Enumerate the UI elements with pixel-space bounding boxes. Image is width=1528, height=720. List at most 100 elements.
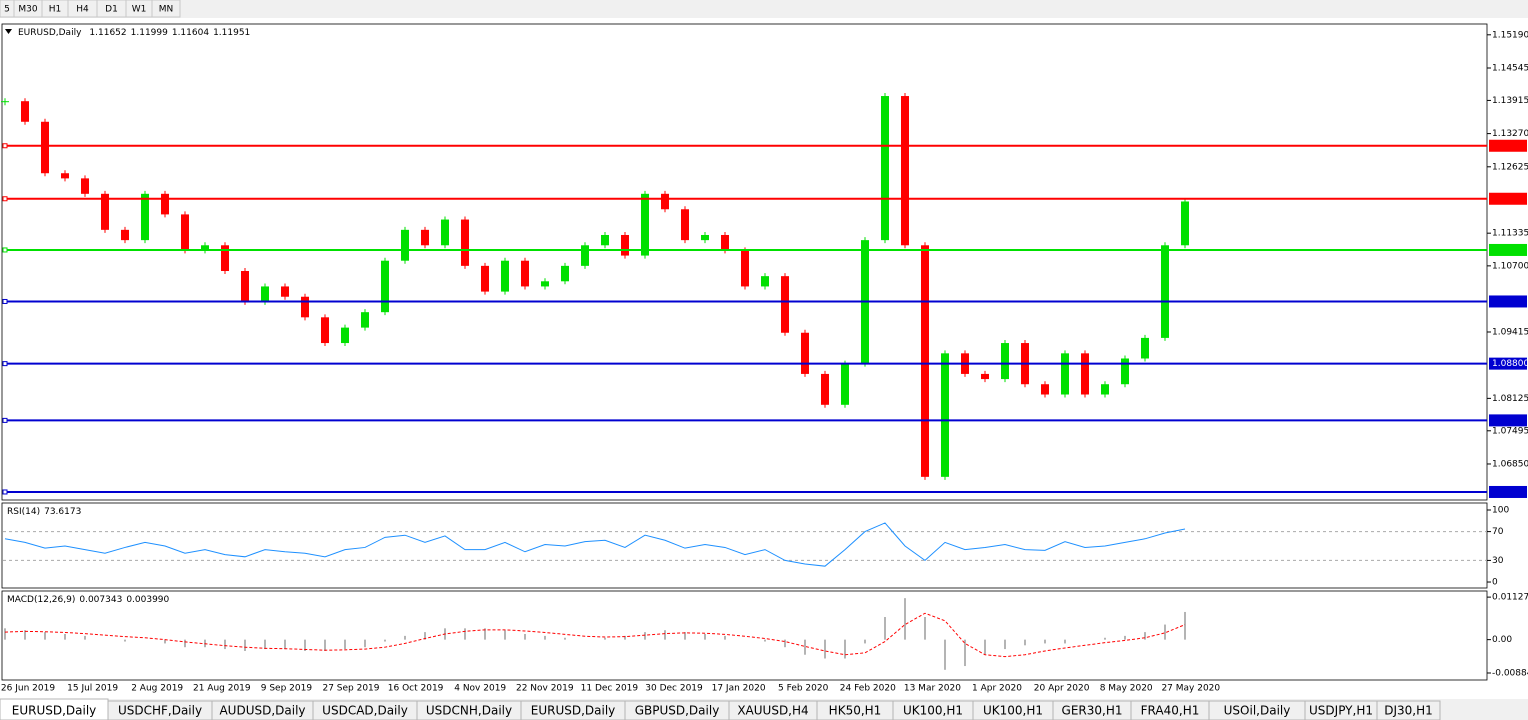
chart-tab[interactable]: UK100,H1 xyxy=(972,700,1054,720)
quote-value: 1.11999 xyxy=(131,28,168,38)
macd-bar xyxy=(844,639,846,659)
date-label: 2 Aug 2019 xyxy=(131,684,183,694)
timeframe-button[interactable]: M30 xyxy=(13,0,43,18)
tab-label: USDCHF,Daily xyxy=(118,704,202,718)
level-anchor xyxy=(2,196,8,202)
macd-bar xyxy=(384,639,386,642)
macd-bar xyxy=(884,617,886,640)
candle-body xyxy=(1141,337,1149,359)
chart-tab[interactable]: FRA40,H1 xyxy=(1130,700,1210,720)
rsi-line xyxy=(4,522,1186,567)
candle-body xyxy=(881,96,889,241)
level-anchor xyxy=(2,247,8,253)
y-tick-label: 0.00 xyxy=(1492,635,1512,645)
candle-body xyxy=(901,96,909,246)
macd-bar xyxy=(1044,639,1046,644)
indicator-title: MACD(12,26,9) xyxy=(7,595,75,605)
timeframe-button[interactable]: 5 xyxy=(0,0,15,18)
timeframe-button[interactable]: D1 xyxy=(96,0,127,18)
y-tick-label: 1.14545 xyxy=(1492,63,1528,73)
macd-bar xyxy=(824,639,826,659)
macd-bar xyxy=(1024,639,1026,646)
chart-tab[interactable]: USOil,Daily xyxy=(1208,700,1306,720)
macd-bar xyxy=(404,635,406,640)
candle-body xyxy=(761,276,769,287)
chart-tab[interactable]: EURUSD,Daily xyxy=(0,698,109,720)
level-anchor xyxy=(2,361,8,367)
y-tick-label: 0.011277 xyxy=(1492,593,1528,603)
candle-body xyxy=(461,219,469,266)
date-label: 22 Nov 2019 xyxy=(516,684,574,694)
chart-tab[interactable]: XAUUSD,H4 xyxy=(728,700,818,720)
date-label: 15 Jul 2019 xyxy=(67,684,118,694)
macd-bar xyxy=(1184,611,1186,640)
macd-bar xyxy=(1164,624,1166,640)
candle-body xyxy=(1001,343,1009,380)
candle-body xyxy=(241,271,249,302)
candle-body xyxy=(1161,245,1169,338)
timeframe-label: D1 xyxy=(105,5,118,15)
candle-body xyxy=(481,265,489,292)
timeframe-button[interactable]: W1 xyxy=(125,0,153,18)
date-label: 27 Sep 2019 xyxy=(322,684,379,694)
quote-value: 1.11604 xyxy=(172,28,209,38)
candle-body xyxy=(1081,353,1089,395)
chart-tab[interactable]: USDCHF,Daily xyxy=(107,700,213,720)
macd-bar xyxy=(324,639,326,651)
candle-body xyxy=(721,234,729,251)
panel-frame xyxy=(1,23,1488,501)
tab-label: UK100,H1 xyxy=(903,704,963,718)
chart-tab[interactable]: DJ30,H1 xyxy=(1376,700,1441,720)
chart-tab[interactable]: EURUSD,Daily xyxy=(520,700,626,720)
level-price-box xyxy=(1489,357,1527,370)
candle-body xyxy=(741,250,749,287)
macd-bar xyxy=(364,639,366,648)
level-price-box xyxy=(1489,485,1527,498)
timeframe-button[interactable]: MN xyxy=(151,0,181,18)
candle-body xyxy=(641,193,649,256)
quote-value: 1.11951 xyxy=(213,28,250,38)
macd-bar xyxy=(764,639,766,642)
chart-tab[interactable]: GER30,H1 xyxy=(1052,700,1132,720)
macd-bar xyxy=(44,632,46,640)
indicator-value: 0.007343 xyxy=(79,595,122,605)
date-label: 5 Feb 2020 xyxy=(778,684,829,694)
candle-body xyxy=(621,234,629,256)
indicator-value: 0.003990 xyxy=(126,595,169,605)
timeframe-button[interactable]: H1 xyxy=(41,0,69,18)
level-price-box xyxy=(1489,139,1527,152)
candle-body xyxy=(601,234,609,246)
candle-body xyxy=(201,245,209,251)
indicator-header: RSI(14) 73.6173 xyxy=(7,507,81,517)
macd-bar xyxy=(644,632,646,640)
chart-tab[interactable]: GBPUSD,Daily xyxy=(624,700,730,720)
level-price-label: 1.08800 xyxy=(1492,359,1528,369)
date-label: 21 Aug 2019 xyxy=(193,684,251,694)
candle-body xyxy=(981,373,989,380)
chart-tab[interactable]: USDCAD,Daily xyxy=(312,700,418,720)
chart-tab[interactable]: USDJPY,H1 xyxy=(1304,700,1378,720)
candle-body xyxy=(261,286,269,302)
macd-bar xyxy=(64,633,66,640)
macd-bar xyxy=(504,630,506,640)
chart-tab[interactable]: UK100,H1 xyxy=(892,700,974,720)
date-label: 17 Jan 2020 xyxy=(712,684,766,694)
macd-bar xyxy=(184,639,186,648)
chart-tab[interactable]: HK50,H1 xyxy=(816,700,894,720)
candle-body xyxy=(221,245,229,272)
timeframe-button[interactable]: H4 xyxy=(67,0,98,18)
date-label: 13 Mar 2020 xyxy=(904,684,961,694)
candle-body xyxy=(41,121,49,174)
candle-body xyxy=(1,101,9,103)
tab-label: AUDUSD,Daily xyxy=(219,704,305,718)
level-price-box xyxy=(1489,192,1527,205)
chart-tab[interactable]: AUDUSD,Daily xyxy=(211,700,314,720)
macd-bar xyxy=(24,630,26,640)
timeframe-label: H4 xyxy=(76,5,89,15)
chart-tab[interactable]: USDCNH,Daily xyxy=(416,700,522,720)
macd-bar xyxy=(904,598,906,640)
candle-body xyxy=(941,353,949,477)
tab-label: USDCAD,Daily xyxy=(322,704,408,718)
